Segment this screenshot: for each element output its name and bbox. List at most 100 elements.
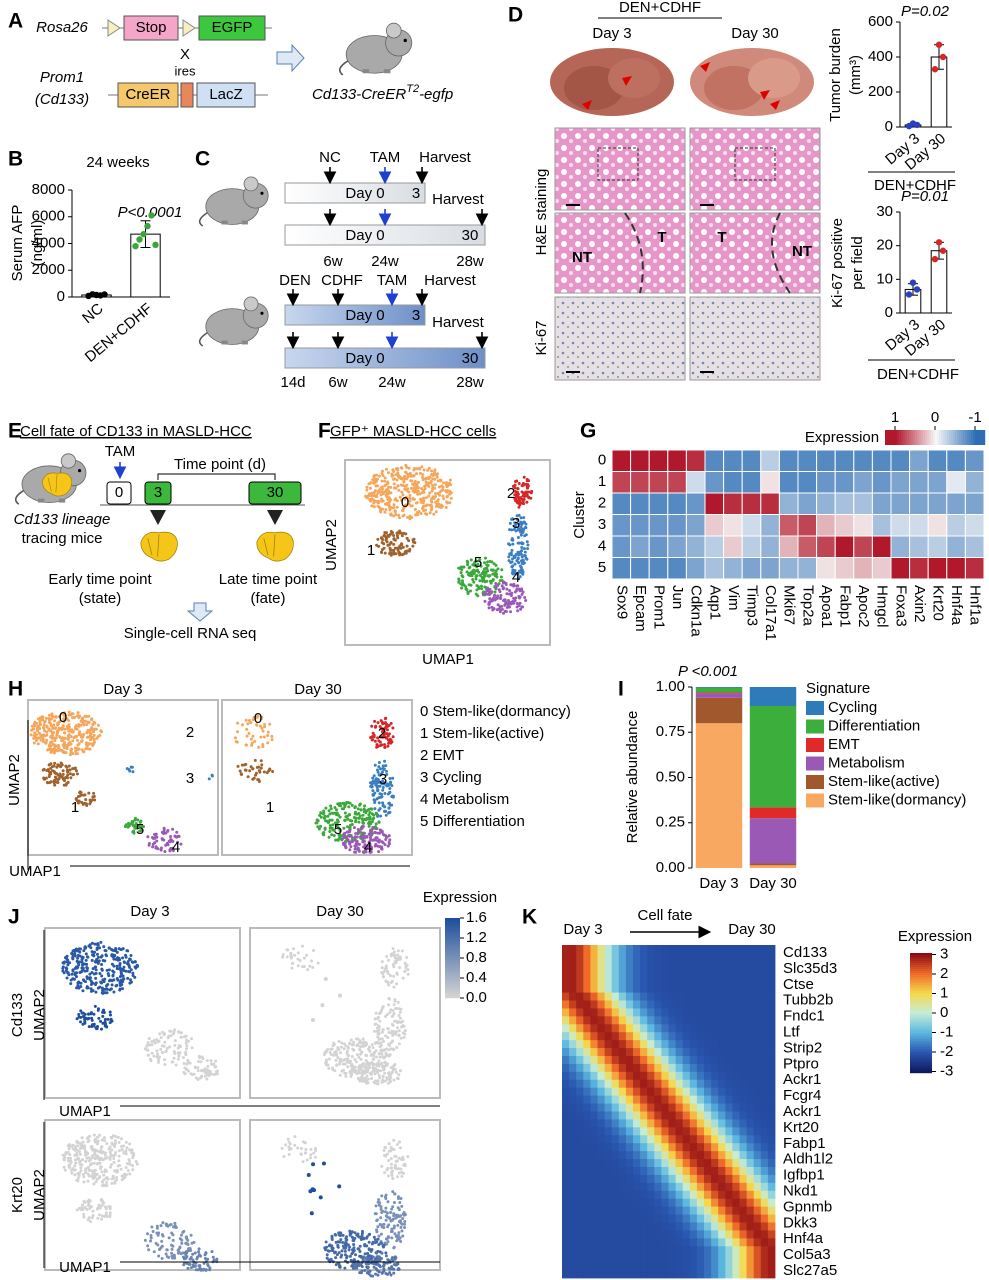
trend-cell [760,984,769,993]
cell-dot [445,485,449,489]
cell-dot [168,1223,172,1227]
cell-dot [485,592,489,596]
cell-dot [87,1216,91,1220]
cell-dot [377,1024,381,1028]
cell-dot [376,770,380,774]
colorbar-cell [959,430,962,445]
heatmap-cell [648,557,669,580]
cell-dot [296,1146,300,1150]
cell-dot [90,958,94,962]
cell-dot [254,771,258,775]
cluster-label: 1 [367,542,375,559]
cell-dot [93,1157,97,1161]
cell-dot [236,721,240,725]
colorbar-cell [445,956,460,959]
cell-dot [389,954,393,958]
cell-dot [171,1060,175,1064]
cell-dot [129,765,133,769]
cell-dot [76,1176,80,1180]
gene-label: Cd133 [9,993,26,1037]
cell-dot [380,770,384,774]
cell-dot [88,977,92,981]
trend-cell [746,1016,755,1025]
cell-dot [66,780,70,784]
cell-dot [105,991,109,995]
trend-cell [675,960,684,970]
cell-dot [387,500,391,504]
trend-cell [647,1008,655,1017]
trend-cell [618,960,627,970]
cell-dot [353,835,357,839]
cell-dot [75,724,79,728]
cell-dot [62,717,66,721]
cell-dot [392,974,396,978]
cell-dot [346,817,350,821]
cell-dot [525,479,529,483]
cell-dot [91,735,95,739]
cell-dot [117,956,121,960]
cell-dot [397,1220,401,1224]
cell-dot [510,600,514,604]
heatmap-cell [685,557,706,580]
y-axis-label: Cluster [571,491,588,539]
trend-cell [576,945,584,954]
cell-dot [483,585,487,589]
cell-dot [74,752,78,756]
cell-dot [108,1145,112,1149]
cell-dot [82,978,86,982]
label: 3 [412,185,420,202]
heatmap-cell [797,449,818,472]
cell-dot [407,490,411,494]
cell-dot [372,1029,376,1033]
cell-dot [328,818,332,822]
trend-cell [640,984,648,993]
cell-dot [338,835,342,839]
cell-dot [369,1053,373,1057]
cell-dot [169,835,173,839]
cell-dot [249,737,253,741]
cell-dot [99,729,103,733]
cell-dot [361,1037,365,1041]
cell-dot [386,958,390,962]
trend-cell [718,984,726,993]
cell-dot [517,577,521,581]
cell-dot [131,1168,135,1172]
cell-dot [376,1225,380,1229]
cell-dot [259,759,263,763]
cell-dot [398,1200,402,1204]
colorbar-cell [445,972,460,975]
cell-dot [376,537,380,541]
cell-dot [122,969,126,973]
cell-dot [94,990,98,994]
cell-dot [412,537,416,541]
cluster-label: 4 [364,839,372,856]
cell-dot [33,724,37,728]
cell-dot [188,1262,192,1266]
heatmap-cell [834,514,855,537]
cell-dot [97,1213,101,1217]
cell-dot [367,1254,371,1258]
heatmap-cell [741,471,762,494]
colorbar-cell [929,430,932,445]
cell-dot [384,716,388,720]
cell-dot [68,772,72,776]
trend-cell [654,1016,662,1025]
photo-arrow [770,100,780,110]
cell-dot [100,963,104,967]
data-point [931,66,939,73]
cell-dot [414,501,418,505]
stain-label: H&E staining [533,169,550,256]
cell-dot [339,804,343,808]
trend-cell [675,1016,684,1025]
cell-dot [193,1251,197,1255]
cell-dot [240,773,244,777]
cell-dot [392,1224,396,1228]
cell-dot [301,944,305,948]
colorbar-cell [899,430,902,445]
trend-cell [753,992,762,1001]
cell-dot [389,1162,393,1166]
cell-dot [205,1069,209,1073]
cell-dot [92,738,96,742]
trend-cell [675,1008,684,1017]
trend-cell [746,945,755,954]
